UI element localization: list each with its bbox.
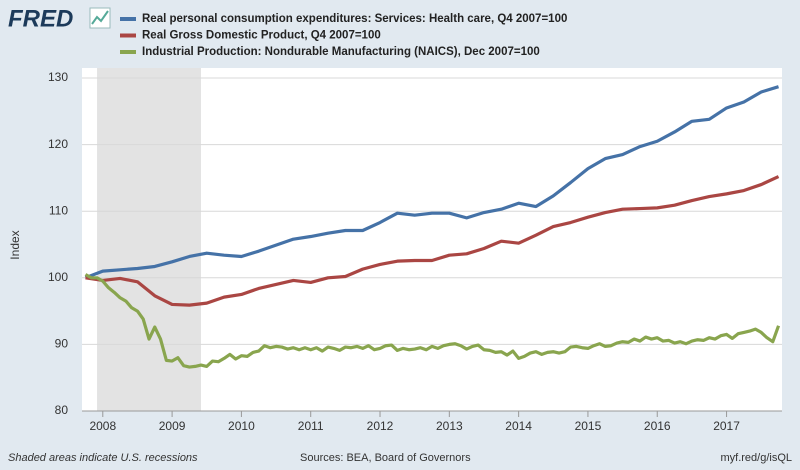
y-tick-label: 120 (48, 137, 68, 151)
footer-link: myf.red/g/isQL (720, 452, 792, 464)
series-line (84, 85, 780, 280)
x-tick-label: 2011 (298, 419, 324, 433)
y-tick-label: 80 (55, 403, 69, 417)
legend-label: Industrial Production: Nondurable Manufa… (142, 46, 540, 58)
x-tick-label: 2016 (644, 419, 671, 433)
x-tick-label: 2010 (228, 419, 255, 433)
logo-icon (89, 7, 111, 29)
x-tick-label: 2014 (505, 419, 532, 433)
y-tick-label: 130 (48, 70, 68, 84)
y-tick-label: 110 (49, 203, 68, 217)
x-tick-label: 2015 (575, 419, 602, 433)
y-axis-label: Index (8, 230, 22, 259)
legend-label: Real personal consumption expenditures: … (142, 13, 567, 25)
y-tick-label: 90 (55, 337, 69, 351)
x-tick-label: 2008 (89, 419, 116, 433)
x-tick-label: 2017 (713, 419, 740, 433)
footer-note: Shaded areas indicate U.S. recessions (8, 452, 198, 464)
x-tick-label: 2009 (159, 419, 186, 433)
logo: FRED (8, 5, 73, 32)
footer-sources: Sources: BEA, Board of Governors (300, 452, 471, 464)
x-tick-label: 2012 (367, 419, 394, 433)
recession-shade (97, 68, 201, 411)
series-line (84, 273, 781, 369)
series-line (85, 175, 780, 307)
legend-label: Real Gross Domestic Product, Q4 2007=100 (142, 30, 381, 42)
x-tick-label: 2013 (436, 419, 463, 433)
y-tick-label: 100 (48, 270, 68, 284)
